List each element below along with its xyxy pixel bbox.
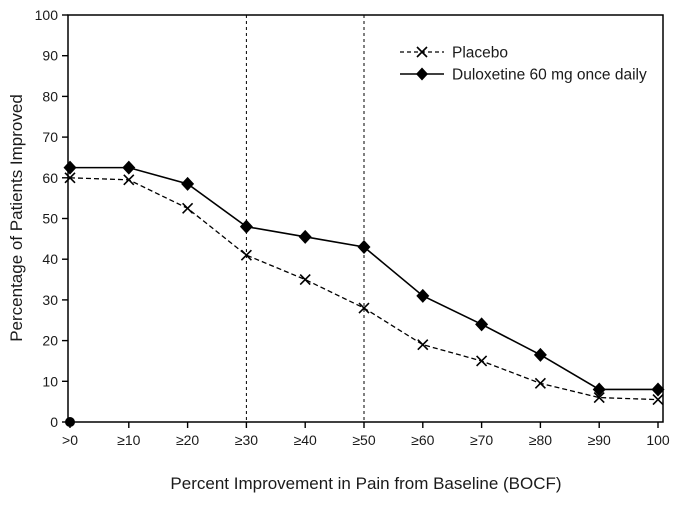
x-tick-label: 100: [646, 432, 670, 448]
series-1-marker: [357, 239, 371, 254]
series-0-marker: [652, 394, 664, 406]
series-0-marker: [358, 302, 370, 314]
series-1-marker: [122, 160, 136, 175]
x-tick-label: ≥50: [352, 432, 375, 448]
series-0-marker: [299, 273, 311, 286]
series-1-marker: [63, 160, 77, 175]
y-tick-label: 70: [42, 129, 58, 145]
series-1-marker: [416, 288, 430, 303]
series-1-marker: [592, 382, 606, 397]
series-0-marker: [64, 172, 76, 184]
y-tick-label: 50: [42, 211, 58, 227]
series-1-marker: [298, 229, 312, 244]
series-0-marker: [417, 339, 429, 351]
y-tick-label: 20: [42, 333, 58, 349]
series-1-marker: [475, 317, 489, 332]
series-0-marker: [240, 249, 252, 261]
legend-x-marker-icon: [416, 46, 428, 58]
x-tick-label: ≥20: [176, 432, 199, 448]
x-tick-label: ≥70: [470, 432, 493, 448]
y-tick-label: 30: [42, 292, 58, 308]
legend-label-1: Duloxetine 60 mg once daily: [452, 67, 647, 84]
x-tick-label: ≥80: [529, 432, 552, 448]
series-0-marker: [182, 202, 194, 214]
y-tick-label: 100: [35, 7, 59, 23]
y-tick-label: 60: [42, 170, 58, 186]
x-tick-label: ≥30: [235, 432, 258, 448]
legend: Placebo Duloxetine 60 mg once daily: [400, 45, 647, 84]
x-tick-label: >0: [62, 432, 78, 448]
series-line-0: [69, 177, 659, 401]
y-tick-label: 10: [42, 373, 58, 389]
x-tick-label: ≥90: [588, 432, 611, 448]
y-tick-label: 0: [50, 414, 58, 430]
y-tick-label: 80: [42, 88, 58, 104]
series-1-marker: [239, 219, 253, 234]
series-0-marker: [476, 355, 488, 367]
y-tick-label: 90: [42, 48, 58, 64]
x-tick-label: ≥40: [294, 432, 317, 448]
legend-label-0: Placebo: [452, 45, 508, 62]
series-0-marker: [534, 377, 546, 389]
series-1-marker: [651, 382, 665, 397]
series-0-marker: [123, 174, 135, 186]
plot-area: 0 10 20 30 40 50 60 70 80 90 100 >0 ≥10 ≥20 ≥30 ≥40 ≥50 ≥…: [35, 7, 670, 448]
x-axis-title: Percent Improvement in Pain from Baselin…: [170, 474, 561, 493]
series-0-marker: [593, 392, 605, 404]
x-tick-label: ≥60: [411, 432, 434, 448]
origin-point-marker: [65, 417, 75, 427]
x-tick-label: ≥10: [117, 432, 140, 448]
series-line-1: [70, 166, 658, 391]
y-axis-title: Percentage of Patients Improved: [7, 94, 26, 342]
legend-diamond-marker-icon: [416, 67, 428, 81]
series-1-marker: [181, 176, 195, 191]
series-1-marker: [533, 347, 547, 362]
y-tick-label: 40: [42, 251, 58, 267]
